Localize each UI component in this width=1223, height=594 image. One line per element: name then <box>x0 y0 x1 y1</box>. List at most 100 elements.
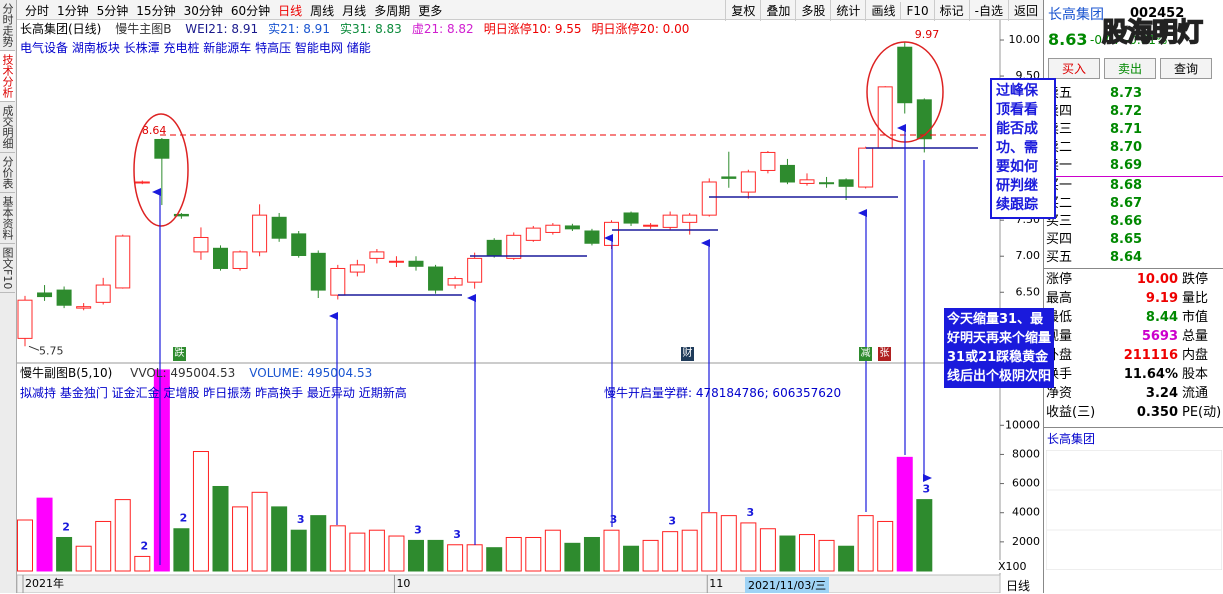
stat-row: 净资 3.24 流通 <box>1044 384 1223 403</box>
stat-row: 换手 11.64% 股本 <box>1044 365 1223 384</box>
period-tab[interactable]: 5分钟 <box>96 4 129 18</box>
action-button[interactable]: 叠加 <box>760 0 795 21</box>
x-tick-label: 2021年 <box>25 576 64 590</box>
event-marker[interactable]: 张 <box>878 347 891 361</box>
action-button[interactable]: 统计 <box>830 0 865 21</box>
volume-bar <box>603 529 620 572</box>
side-tab[interactable]: 技术分析 <box>0 51 15 102</box>
book-price: 8.71 <box>1110 122 1143 137</box>
side-tab[interactable]: 成交明细 <box>0 102 15 153</box>
indicator-value: 实21: 8.91 <box>268 22 330 36</box>
concepts: 电气设备 湖南板块 长株潭 充电桩 新能源车 特高压 智能电网 储能 <box>20 41 371 55</box>
candle-body <box>897 46 913 104</box>
stat-row: 最低 8.44 市值 <box>1044 308 1223 327</box>
event-marker[interactable]: 财 <box>681 347 694 361</box>
candle-body <box>252 214 268 253</box>
trade-button[interactable]: 查询 <box>1160 58 1212 79</box>
action-button[interactable]: 多股 <box>795 0 830 21</box>
stock-code: 002452 <box>1130 6 1185 21</box>
action-button[interactable]: F10 <box>900 2 933 20</box>
period-tab[interactable]: 分时 <box>25 4 50 18</box>
y-tick-label: 6000 <box>1012 477 1040 490</box>
volume-bar <box>310 515 327 572</box>
event-marker[interactable]: 减 <box>859 347 872 361</box>
candle-body <box>17 299 33 339</box>
period-tab[interactable]: 60分钟 <box>230 4 271 18</box>
y-tick-label: 7.00 <box>1016 249 1041 262</box>
stat-value: 11.64% <box>1123 367 1178 382</box>
volume-bar <box>368 529 385 572</box>
volume-bar <box>192 451 209 572</box>
stat-label: 跌停 <box>1182 272 1209 287</box>
period-tab[interactable]: 周线 <box>310 4 335 18</box>
period-tab[interactable]: 月线 <box>342 4 367 18</box>
trade-button[interactable]: 卖出 <box>1104 58 1156 79</box>
volume-bar <box>799 534 815 572</box>
y-tick-label: 4000 <box>1012 506 1040 519</box>
period-tabs: 分时 1分钟 5分钟 15分钟 30分钟 60分钟 日线 周线 月线 多周期 更多 <box>21 0 446 21</box>
action-button[interactable]: 画线 <box>865 0 900 21</box>
volume-unit: X100 <box>998 560 1027 573</box>
volume-bar <box>681 529 698 572</box>
drawings <box>133 41 1000 296</box>
candle-body <box>95 284 111 303</box>
period-tab[interactable]: 多周期 <box>374 4 411 18</box>
book-row: 卖一 8.69 <box>1044 157 1223 175</box>
indicator-name[interactable]: 慢牛主图B <box>115 22 172 36</box>
side-tab[interactable]: 分价表 <box>0 153 15 193</box>
book-row: 卖四 8.72 <box>1044 103 1223 121</box>
period-tab[interactable]: 日线 <box>278 4 303 18</box>
volume-indicator[interactable]: 慢牛副图B(5,10) <box>20 366 113 380</box>
volume-bar <box>408 539 424 572</box>
trade-button[interactable]: 买入 <box>1048 58 1100 79</box>
side-tab[interactable]: 基本资料 <box>0 193 15 244</box>
volume-bar <box>17 519 33 572</box>
chart-header: 长高集团(日线) 慢牛主图B WEI21: 8.91 实21: 8.91 实31: … <box>20 20 709 37</box>
action-button[interactable]: 复权 <box>725 0 760 21</box>
candle-body <box>310 252 326 291</box>
volume-bar <box>720 515 737 572</box>
stat-label: 内盘 <box>1182 348 1209 363</box>
book-row: 买三 8.66 <box>1044 213 1223 231</box>
book-row: 卖二 8.70 <box>1044 139 1223 157</box>
volume-bar <box>36 497 53 572</box>
bid-book: 买一 8.68 买二 8.67 买三 8.66 买四 8.65 买五 8.64 <box>1044 177 1223 267</box>
volume-bar <box>838 545 855 572</box>
side-tab[interactable]: 分时走势 <box>0 0 15 51</box>
candle-body <box>232 251 248 269</box>
indicator-value: WEI21: 8.91 <box>185 22 259 36</box>
indicator-values: WEI21: 8.91 实21: 8.91 实31: 8.83 虚21: 8.82 明日… <box>185 22 699 36</box>
stat-value: 10.00 <box>1136 272 1178 287</box>
candle-body <box>799 179 815 184</box>
period-tab[interactable]: 更多 <box>418 4 443 18</box>
candle-body <box>584 230 600 244</box>
volume-bar <box>153 369 170 572</box>
period-tab[interactable]: 30分钟 <box>183 4 223 18</box>
volume-value: VVOL: 495004.53 <box>130 366 236 380</box>
stat-label: PE(动) <box>1182 405 1222 420</box>
annotation: 过峰保顶看看能否成功、需要如何研判继续跟踪 <box>990 78 1056 219</box>
action-button[interactable]: -自选 <box>968 0 1008 21</box>
side-tab[interactable]: 图文F10 <box>0 244 15 294</box>
indicator-value: 明日涨停20: 0.00 <box>591 22 690 36</box>
candle-body <box>213 247 228 269</box>
period-tab[interactable]: 15分钟 <box>136 4 176 18</box>
high-label: 8.64 <box>142 124 167 137</box>
action-button[interactable]: 标记 <box>933 0 969 21</box>
period-tab[interactable]: 1分钟 <box>57 4 89 18</box>
stat-label: 量比 <box>1182 291 1209 306</box>
candle-body <box>623 212 639 224</box>
candle-body <box>37 292 53 298</box>
action-button[interactable]: 返回 <box>1007 0 1043 21</box>
candle-body <box>134 181 150 184</box>
event-marker[interactable]: 跌 <box>173 347 186 361</box>
arrows <box>152 124 932 565</box>
volume-bar <box>916 499 933 572</box>
volume-bar <box>623 545 640 572</box>
volume-bar <box>486 547 503 572</box>
side-tabs: 分时走势 技术分析 成交明细 分价表 基本资料 图文F10 <box>0 0 17 593</box>
low-label: 5.75 <box>39 344 64 357</box>
y-tick-label: 2000 <box>1012 535 1040 548</box>
book-row: 买五 8.64 <box>1044 249 1223 267</box>
volume-bar <box>290 529 307 572</box>
